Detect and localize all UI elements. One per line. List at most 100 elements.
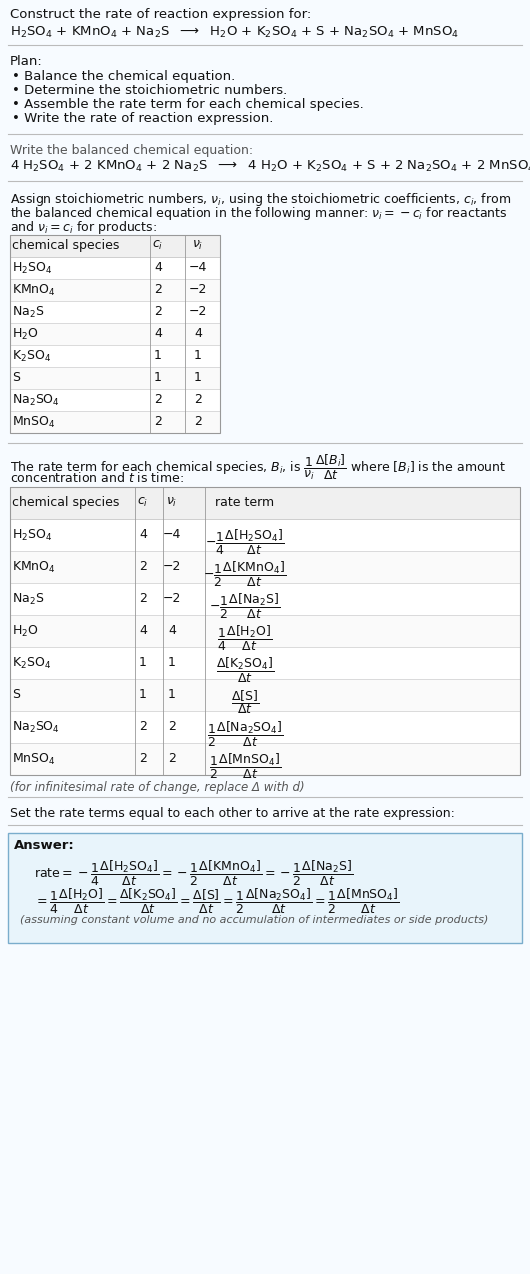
Text: chemical species: chemical species <box>12 240 119 252</box>
Text: Answer:: Answer: <box>14 840 75 852</box>
Text: MnSO$_4$: MnSO$_4$ <box>12 752 56 767</box>
Bar <box>10 279 220 301</box>
Text: −4: −4 <box>163 527 181 541</box>
Text: 1: 1 <box>154 371 162 383</box>
Text: Na$_2$SO$_4$: Na$_2$SO$_4$ <box>12 392 60 408</box>
Text: Plan:: Plan: <box>10 55 43 68</box>
Text: $\dfrac{1}{4}\dfrac{\Delta[\mathrm{H_2O}]}{\Delta t}$: $\dfrac{1}{4}\dfrac{\Delta[\mathrm{H_2O}… <box>217 624 272 654</box>
Text: Set the rate terms equal to each other to arrive at the rate expression:: Set the rate terms equal to each other t… <box>10 806 455 820</box>
Text: • Write the rate of reaction expression.: • Write the rate of reaction expression. <box>12 112 273 125</box>
Text: 4: 4 <box>154 261 162 274</box>
Text: Construct the rate of reaction expression for:: Construct the rate of reaction expressio… <box>10 8 311 20</box>
Text: K$_2$SO$_4$: K$_2$SO$_4$ <box>12 656 51 671</box>
Text: chemical species: chemical species <box>12 496 119 510</box>
Text: Write the balanced chemical equation:: Write the balanced chemical equation: <box>10 144 253 157</box>
Text: 2: 2 <box>194 415 202 428</box>
Text: 4: 4 <box>154 327 162 340</box>
Text: (assuming constant volume and no accumulation of intermediates or side products): (assuming constant volume and no accumul… <box>20 915 488 925</box>
Text: the balanced chemical equation in the following manner: $\nu_i = -c_i$ for react: the balanced chemical equation in the fo… <box>10 205 508 222</box>
Text: 2: 2 <box>139 752 147 764</box>
Text: and $\nu_i = c_i$ for products:: and $\nu_i = c_i$ for products: <box>10 219 157 236</box>
Text: $\dfrac{1}{2}\dfrac{\Delta[\mathrm{Na_2SO_4}]}{\Delta t}$: $\dfrac{1}{2}\dfrac{\Delta[\mathrm{Na_2S… <box>207 720 284 749</box>
Text: 2: 2 <box>139 592 147 605</box>
Text: H$_2$SO$_4$ + KMnO$_4$ + Na$_2$S  $\longrightarrow$  H$_2$O + K$_2$SO$_4$ + S + : H$_2$SO$_4$ + KMnO$_4$ + Na$_2$S $\longr… <box>10 25 459 39</box>
Text: 2: 2 <box>168 720 176 733</box>
Text: 1: 1 <box>139 656 147 669</box>
Text: 2: 2 <box>154 415 162 428</box>
Text: $\dfrac{1}{2}\dfrac{\Delta[\mathrm{MnSO_4}]}{\Delta t}$: $\dfrac{1}{2}\dfrac{\Delta[\mathrm{MnSO_… <box>209 752 281 781</box>
Text: −2: −2 <box>189 283 207 296</box>
Text: concentration and $t$ is time:: concentration and $t$ is time: <box>10 471 184 485</box>
Bar <box>10 324 220 345</box>
Text: 1: 1 <box>139 688 147 701</box>
Text: Na$_2$S: Na$_2$S <box>12 304 45 320</box>
Bar <box>10 367 220 389</box>
Text: 2: 2 <box>139 561 147 573</box>
Text: • Determine the stoichiometric numbers.: • Determine the stoichiometric numbers. <box>12 84 287 97</box>
Bar <box>10 711 520 743</box>
Text: (for infinitesimal rate of change, replace Δ with d): (for infinitesimal rate of change, repla… <box>10 781 305 794</box>
Text: Na$_2$SO$_4$: Na$_2$SO$_4$ <box>12 720 60 735</box>
Text: 4: 4 <box>194 327 202 340</box>
Bar <box>10 412 220 433</box>
Text: 2: 2 <box>154 392 162 406</box>
Text: H$_2$SO$_4$: H$_2$SO$_4$ <box>12 261 52 276</box>
Bar <box>10 389 220 412</box>
Bar <box>8 833 522 943</box>
Text: S: S <box>12 371 20 383</box>
Text: KMnO$_4$: KMnO$_4$ <box>12 283 56 298</box>
Text: −2: −2 <box>189 304 207 318</box>
Text: 1: 1 <box>168 688 176 701</box>
Bar <box>10 487 520 775</box>
Text: $-\dfrac{1}{2}\dfrac{\Delta[\mathrm{KMnO_4}]}{\Delta t}$: $-\dfrac{1}{2}\dfrac{\Delta[\mathrm{KMnO… <box>204 561 287 589</box>
Text: $\mathrm{rate} = -\dfrac{1}{4}\dfrac{\Delta[\mathrm{H_2SO_4}]}{\Delta t} = -\dfr: $\mathrm{rate} = -\dfrac{1}{4}\dfrac{\De… <box>34 859 353 888</box>
Text: $= \dfrac{1}{4}\dfrac{\Delta[\mathrm{H_2O}]}{\Delta t} = \dfrac{\Delta[\mathrm{K: $= \dfrac{1}{4}\dfrac{\Delta[\mathrm{H_2… <box>34 887 400 916</box>
Text: $\nu_i$: $\nu_i$ <box>166 496 178 510</box>
Text: H$_2$SO$_4$: H$_2$SO$_4$ <box>12 527 52 543</box>
Text: S: S <box>12 688 20 701</box>
Text: H$_2$O: H$_2$O <box>12 624 39 640</box>
Text: 2: 2 <box>139 720 147 733</box>
Bar <box>10 234 220 257</box>
Text: $-\dfrac{1}{2}\dfrac{\Delta[\mathrm{Na_2S}]}{\Delta t}$: $-\dfrac{1}{2}\dfrac{\Delta[\mathrm{Na_2… <box>209 592 281 620</box>
Bar <box>10 234 220 433</box>
Text: KMnO$_4$: KMnO$_4$ <box>12 561 56 575</box>
Text: 1: 1 <box>194 371 202 383</box>
Text: Na$_2$S: Na$_2$S <box>12 592 45 608</box>
Text: $\nu_i$: $\nu_i$ <box>192 240 204 252</box>
Text: H$_2$O: H$_2$O <box>12 327 39 343</box>
Text: $-\dfrac{1}{4}\dfrac{\Delta[\mathrm{H_2SO_4}]}{\Delta t}$: $-\dfrac{1}{4}\dfrac{\Delta[\mathrm{H_2S… <box>205 527 285 557</box>
Text: $c_i$: $c_i$ <box>152 240 164 252</box>
Text: 2: 2 <box>154 304 162 318</box>
Bar <box>10 743 520 775</box>
Text: 4 H$_2$SO$_4$ + 2 KMnO$_4$ + 2 Na$_2$S  $\longrightarrow$  4 H$_2$O + K$_2$SO$_4: 4 H$_2$SO$_4$ + 2 KMnO$_4$ + 2 Na$_2$S $… <box>10 159 530 175</box>
Bar <box>10 583 520 615</box>
Text: Assign stoichiometric numbers, $\nu_i$, using the stoichiometric coefficients, $: Assign stoichiometric numbers, $\nu_i$, … <box>10 191 511 208</box>
Text: MnSO$_4$: MnSO$_4$ <box>12 415 56 431</box>
Text: $c_i$: $c_i$ <box>137 496 148 510</box>
Bar <box>10 550 520 583</box>
Text: K$_2$SO$_4$: K$_2$SO$_4$ <box>12 349 51 364</box>
Text: • Assemble the rate term for each chemical species.: • Assemble the rate term for each chemic… <box>12 98 364 111</box>
Text: $\dfrac{\Delta[\mathrm{K_2SO_4}]}{\Delta t}$: $\dfrac{\Delta[\mathrm{K_2SO_4}]}{\Delta… <box>216 656 274 685</box>
Bar <box>10 301 220 324</box>
Bar <box>10 519 520 550</box>
Text: 1: 1 <box>168 656 176 669</box>
Bar <box>10 647 520 679</box>
Text: 2: 2 <box>194 392 202 406</box>
Text: rate term: rate term <box>215 496 275 510</box>
Bar <box>10 615 520 647</box>
Bar <box>10 257 220 279</box>
Text: 2: 2 <box>168 752 176 764</box>
Bar <box>10 679 520 711</box>
Bar <box>10 487 520 519</box>
Text: 4: 4 <box>139 527 147 541</box>
Text: • Balance the chemical equation.: • Balance the chemical equation. <box>12 70 235 83</box>
Text: 2: 2 <box>154 283 162 296</box>
Text: −4: −4 <box>189 261 207 274</box>
Text: 1: 1 <box>154 349 162 362</box>
Text: 4: 4 <box>139 624 147 637</box>
Text: 1: 1 <box>194 349 202 362</box>
Text: $\dfrac{\Delta[\mathrm{S}]}{\Delta t}$: $\dfrac{\Delta[\mathrm{S}]}{\Delta t}$ <box>231 688 259 716</box>
Text: −2: −2 <box>163 592 181 605</box>
